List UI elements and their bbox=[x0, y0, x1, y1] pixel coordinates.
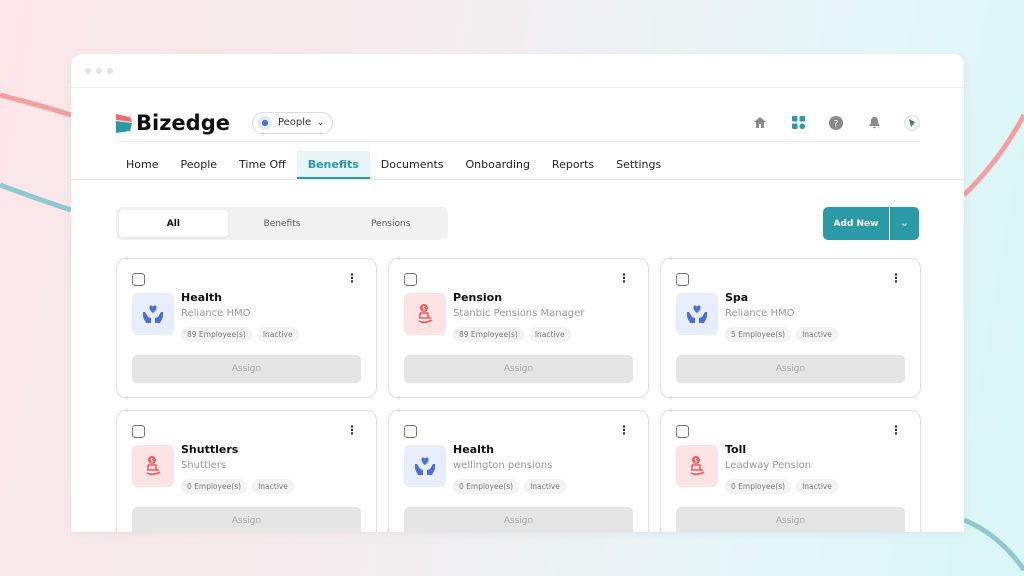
chevron-down-icon: ⌄ bbox=[900, 218, 909, 229]
main-nav: Home People Time Off Benefits Documents Onboa… bbox=[115, 151, 672, 179]
help-icon[interactable]: ? bbox=[828, 115, 844, 131]
more-options-icon[interactable]: ⋮ bbox=[618, 423, 630, 437]
add-new-dropdown-button[interactable]: ⌄ bbox=[890, 207, 919, 240]
benefit-card: ⋮ Health wellington pensions 0 Employee(… bbox=[388, 410, 649, 532]
window-dot bbox=[96, 67, 102, 74]
filter-benefits[interactable]: Benefits bbox=[263, 218, 301, 229]
module-selector-label: People bbox=[277, 117, 312, 128]
tab-onboarding[interactable]: Onboarding bbox=[465, 158, 530, 171]
more-options-icon[interactable]: ⋮ bbox=[346, 271, 358, 285]
card-provider: wellington pensions bbox=[453, 460, 553, 471]
assign-button[interactable]: Assign bbox=[404, 355, 633, 383]
employee-count-badge: 0 Employee(s) bbox=[181, 479, 248, 494]
benefit-card: ⋮ Health Reliance HMO 89 Employee(s) Inac… bbox=[116, 258, 377, 398]
card-checkbox[interactable] bbox=[404, 425, 417, 438]
status-badge: Inactive bbox=[796, 327, 838, 342]
home-icon[interactable] bbox=[752, 115, 768, 131]
health-icon bbox=[676, 293, 718, 335]
tab-time-off[interactable]: Time Off bbox=[239, 158, 286, 171]
benefit-card: ⋮ $ Toll Leadway Pension 0 Employee(s) In… bbox=[660, 410, 921, 532]
card-checkbox[interactable] bbox=[404, 273, 417, 286]
svg-text:?: ? bbox=[834, 119, 839, 129]
tab-people[interactable]: People bbox=[180, 158, 218, 171]
tab-documents[interactable]: Documents bbox=[380, 158, 444, 171]
people-icon: ● bbox=[257, 115, 272, 130]
avatar[interactable] bbox=[904, 114, 920, 131]
more-options-icon[interactable]: ⋮ bbox=[890, 423, 902, 437]
employee-count-badge: 0 Employee(s) bbox=[725, 479, 792, 494]
logo-text: Bizedge bbox=[136, 110, 230, 135]
assign-button[interactable]: Assign bbox=[676, 507, 905, 532]
bell-icon[interactable] bbox=[866, 115, 882, 131]
more-options-icon[interactable]: ⋮ bbox=[346, 423, 358, 437]
filter-pensions[interactable]: Pensions bbox=[370, 218, 411, 229]
card-title: Shuttlers bbox=[181, 443, 239, 456]
tab-reports[interactable]: Reports bbox=[551, 158, 595, 171]
add-new-button[interactable]: Add New bbox=[823, 207, 890, 240]
svg-text:$: $ bbox=[422, 306, 426, 313]
window-dot bbox=[107, 67, 113, 74]
pension-icon: $ bbox=[404, 293, 446, 335]
pension-icon: $ bbox=[676, 445, 718, 487]
employee-count-badge: 0 Employee(s) bbox=[453, 479, 520, 494]
card-provider: Reliance HMO bbox=[725, 308, 795, 319]
status-badge: Inactive bbox=[796, 479, 838, 494]
card-provider: Leadway Pension bbox=[725, 460, 812, 471]
logo-mark-icon bbox=[116, 113, 132, 133]
tab-benefits[interactable]: Benefits bbox=[296, 151, 370, 179]
card-title: Health bbox=[181, 291, 222, 304]
card-title: Health bbox=[453, 443, 494, 456]
benefit-card: ⋮ Spa Reliance HMO 5 Employee(s) Inactive… bbox=[660, 258, 921, 398]
svg-text:$: $ bbox=[150, 458, 154, 465]
card-title: Pension bbox=[453, 291, 503, 304]
filter-segmented-control: All Benefits Pensions bbox=[116, 207, 448, 240]
nav-divider bbox=[71, 179, 964, 180]
benefit-card: ⋮ $ Shuttlers Shuttlers 0 Employee(s) Ina… bbox=[116, 410, 377, 532]
health-icon bbox=[132, 293, 174, 335]
card-provider: Shuttlers bbox=[181, 460, 227, 471]
card-provider: Reliance HMO bbox=[181, 308, 251, 319]
status-badge: Inactive bbox=[528, 327, 571, 342]
card-checkbox[interactable] bbox=[132, 273, 145, 286]
health-icon bbox=[404, 445, 446, 487]
card-checkbox[interactable] bbox=[676, 425, 689, 438]
chevron-down-icon: ⌄ bbox=[317, 118, 324, 127]
add-new-split-button: Add New ⌄ bbox=[823, 207, 919, 240]
assign-button[interactable]: Assign bbox=[132, 507, 361, 532]
window-titlebar bbox=[71, 54, 964, 88]
tab-settings[interactable]: Settings bbox=[616, 158, 662, 171]
svg-text:$: $ bbox=[694, 458, 698, 465]
filter-all[interactable]: All bbox=[119, 210, 228, 237]
employee-count-badge: 5 Employee(s) bbox=[725, 327, 792, 342]
apps-grid-icon[interactable] bbox=[790, 115, 806, 131]
employee-count-badge: 89 Employee(s) bbox=[453, 327, 524, 342]
assign-button[interactable]: Assign bbox=[676, 355, 905, 383]
status-badge: Inactive bbox=[252, 479, 294, 494]
assign-button[interactable]: Assign bbox=[404, 507, 633, 532]
window-dot bbox=[85, 67, 91, 74]
top-header: Bizedge ● People ⌄ ? bbox=[115, 104, 920, 142]
status-badge: Inactive bbox=[256, 327, 299, 342]
card-title: Spa bbox=[725, 291, 749, 304]
pension-icon: $ bbox=[132, 445, 174, 487]
card-checkbox[interactable] bbox=[676, 273, 689, 286]
benefit-card: ⋮ $ Pension Stanbic Pensions Manager 89 … bbox=[388, 258, 649, 398]
status-badge: Inactive bbox=[524, 479, 566, 494]
logo[interactable]: Bizedge bbox=[115, 111, 230, 135]
tab-home[interactable]: Home bbox=[126, 158, 159, 171]
app-window: Bizedge ● People ⌄ ? Home People Time Off B… bbox=[71, 54, 964, 532]
card-checkbox[interactable] bbox=[132, 425, 145, 438]
module-selector[interactable]: ● People ⌄ bbox=[251, 111, 333, 134]
employee-count-badge: 89 Employee(s) bbox=[181, 327, 252, 342]
card-title: Toll bbox=[725, 443, 747, 456]
more-options-icon[interactable]: ⋮ bbox=[890, 271, 902, 285]
more-options-icon[interactable]: ⋮ bbox=[618, 271, 630, 285]
assign-button[interactable]: Assign bbox=[132, 355, 361, 383]
card-provider: Stanbic Pensions Manager bbox=[453, 308, 585, 319]
